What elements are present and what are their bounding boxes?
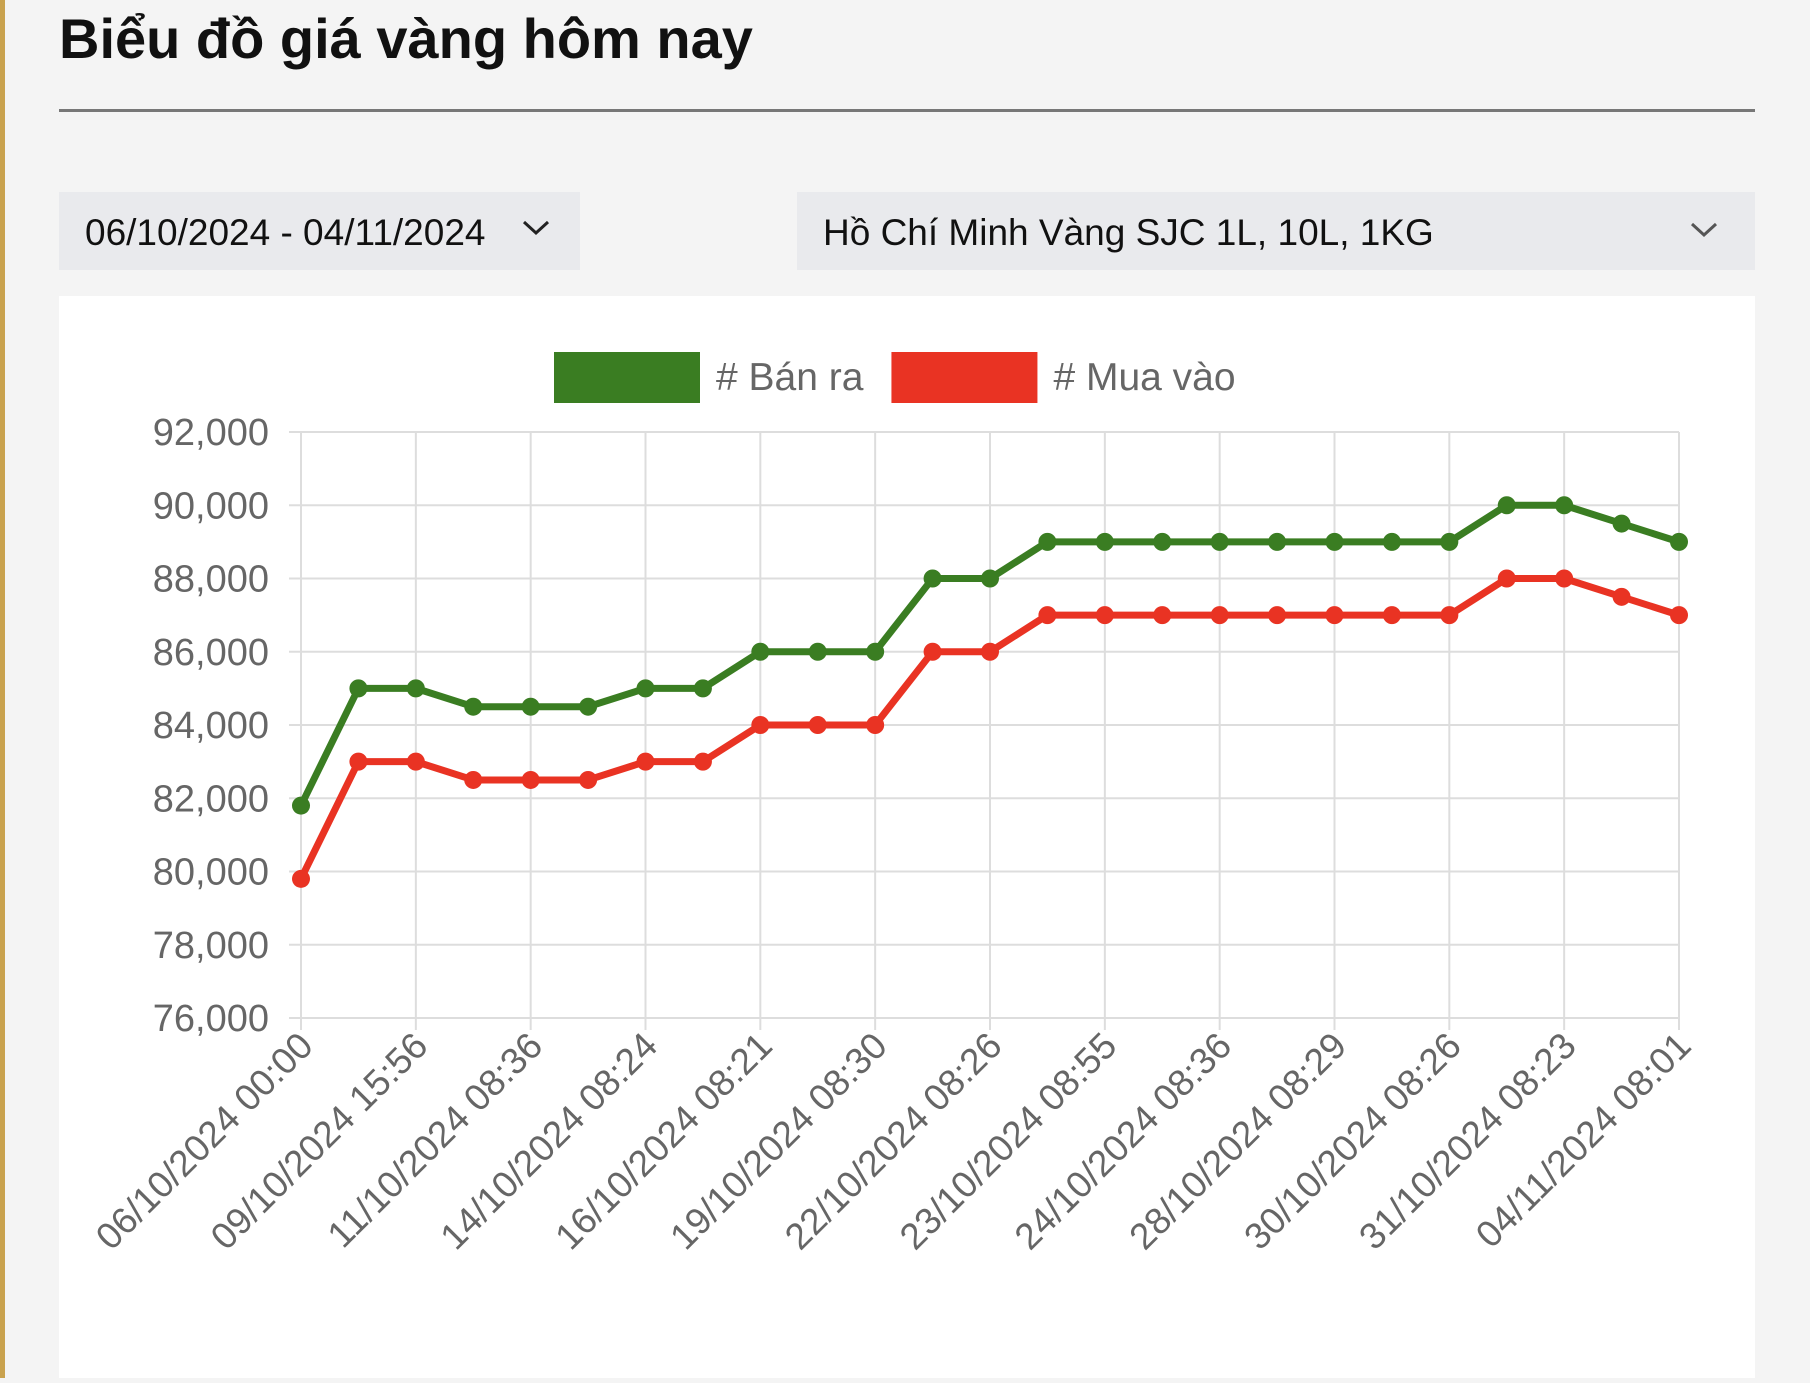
x-tick-label: 24/10/2024 08:36 — [1007, 1025, 1240, 1258]
data-point — [1497, 569, 1516, 588]
x-tick-label: 09/10/2024 15:56 — [203, 1025, 436, 1258]
data-point — [1325, 606, 1344, 625]
data-point — [292, 869, 310, 888]
data-point — [1612, 514, 1631, 533]
data-point — [1440, 532, 1459, 551]
data-point — [636, 679, 655, 698]
data-point — [1095, 606, 1114, 625]
x-tick-label: 04/11/2024 08:01 — [1468, 1025, 1699, 1256]
data-point — [1382, 606, 1401, 625]
data-point — [1153, 532, 1172, 551]
data-point — [292, 796, 310, 815]
data-point — [1497, 496, 1516, 515]
x-tick-label: 22/10/2024 08:26 — [777, 1025, 1010, 1258]
data-point — [1268, 606, 1287, 625]
legend-label: # Bán ra — [716, 356, 864, 399]
x-tick-label: 28/10/2024 08:29 — [1121, 1025, 1354, 1258]
data-point — [866, 716, 885, 734]
chevron — [1690, 222, 1718, 238]
x-tick-label: 06/10/2024 00:00 — [88, 1025, 321, 1258]
data-point — [406, 679, 425, 698]
y-tick-label: 86,000 — [153, 632, 269, 674]
x-tick-label: 11/10/2024 08:36 — [320, 1025, 551, 1256]
data-point — [693, 752, 712, 771]
data-point — [1210, 606, 1229, 625]
data-point — [751, 716, 770, 734]
data-point — [1612, 587, 1631, 606]
data-point — [521, 697, 540, 716]
x-tick-label: 14/10/2024 08:24 — [432, 1025, 665, 1258]
x-tick-label: 16/10/2024 08:21 — [547, 1025, 780, 1258]
divider — [59, 109, 1755, 112]
location-text: Hồ Chí Minh Vàng SJC 1L, 10L, 1KG — [823, 212, 1434, 253]
data-point — [981, 642, 999, 661]
data-point — [923, 569, 942, 588]
data-point — [1153, 606, 1172, 625]
date-range-dropdown[interactable]: 06/10/2024 - 04/11/2024 — [59, 192, 580, 270]
data-point — [1440, 606, 1459, 625]
chevron — [522, 220, 550, 236]
data-point — [1555, 496, 1574, 515]
y-tick-label: 90,000 — [153, 485, 269, 527]
legend-swatch — [554, 352, 700, 403]
data-point — [1555, 569, 1574, 588]
chart: 76,000 78,000 80,000 82,000 84,000 86,000 88,0… — [88, 352, 1699, 1258]
location-dropdown[interactable]: Hồ Chí Minh Vàng SJC 1L, 10L, 1KG — [797, 192, 1755, 270]
data-point — [923, 642, 942, 661]
data-point — [579, 697, 598, 716]
data-point — [1382, 532, 1401, 551]
y-tick-label: 92,000 — [153, 412, 269, 454]
x-tick-label: 19/10/2024 08:30 — [662, 1025, 895, 1258]
legend-swatch — [891, 352, 1038, 403]
data-point — [1038, 606, 1057, 625]
y-tick-label: 88,000 — [153, 559, 269, 601]
y-tick-label: 82,000 — [153, 778, 269, 820]
y-tick-label: 84,000 — [153, 705, 269, 747]
data-point — [808, 716, 827, 734]
data-point — [751, 642, 770, 661]
x-tick-label: 31/10/2024 08:23 — [1351, 1025, 1584, 1258]
data-point — [521, 770, 540, 789]
data-point — [349, 679, 368, 698]
x-tick-label: 23/10/2024 08:55 — [892, 1025, 1125, 1258]
data-point — [406, 752, 425, 771]
data-point — [693, 679, 712, 698]
data-point — [866, 642, 885, 661]
data-point — [1670, 532, 1688, 551]
data-point — [464, 770, 483, 789]
data-point — [1095, 532, 1114, 551]
left-border — [0, 0, 5, 1378]
data-point — [1670, 606, 1688, 625]
data-point — [464, 697, 483, 716]
y-tick-label: 78,000 — [153, 925, 269, 967]
y-tick-label: 76,000 — [153, 998, 269, 1040]
data-point — [1038, 532, 1057, 551]
data-point — [636, 752, 655, 771]
data-point — [349, 752, 368, 771]
data-point — [1210, 532, 1229, 551]
data-point — [1268, 532, 1287, 551]
y-tick-label: 80,000 — [153, 852, 269, 894]
legend-label: # Mua vào — [1053, 356, 1235, 399]
page-title: Biểu đồ giá vàng hôm nay — [59, 7, 753, 70]
data-point — [981, 569, 999, 588]
data-point — [1325, 532, 1344, 551]
chart-panel: 76,000 78,000 80,000 82,000 84,000 86,000 88,0… — [59, 296, 1755, 1378]
data-point — [808, 642, 827, 661]
x-tick-label: 30/10/2024 08:26 — [1236, 1025, 1469, 1258]
date-range-text: 06/10/2024 - 04/11/2024 — [85, 212, 486, 253]
data-point — [579, 770, 598, 789]
